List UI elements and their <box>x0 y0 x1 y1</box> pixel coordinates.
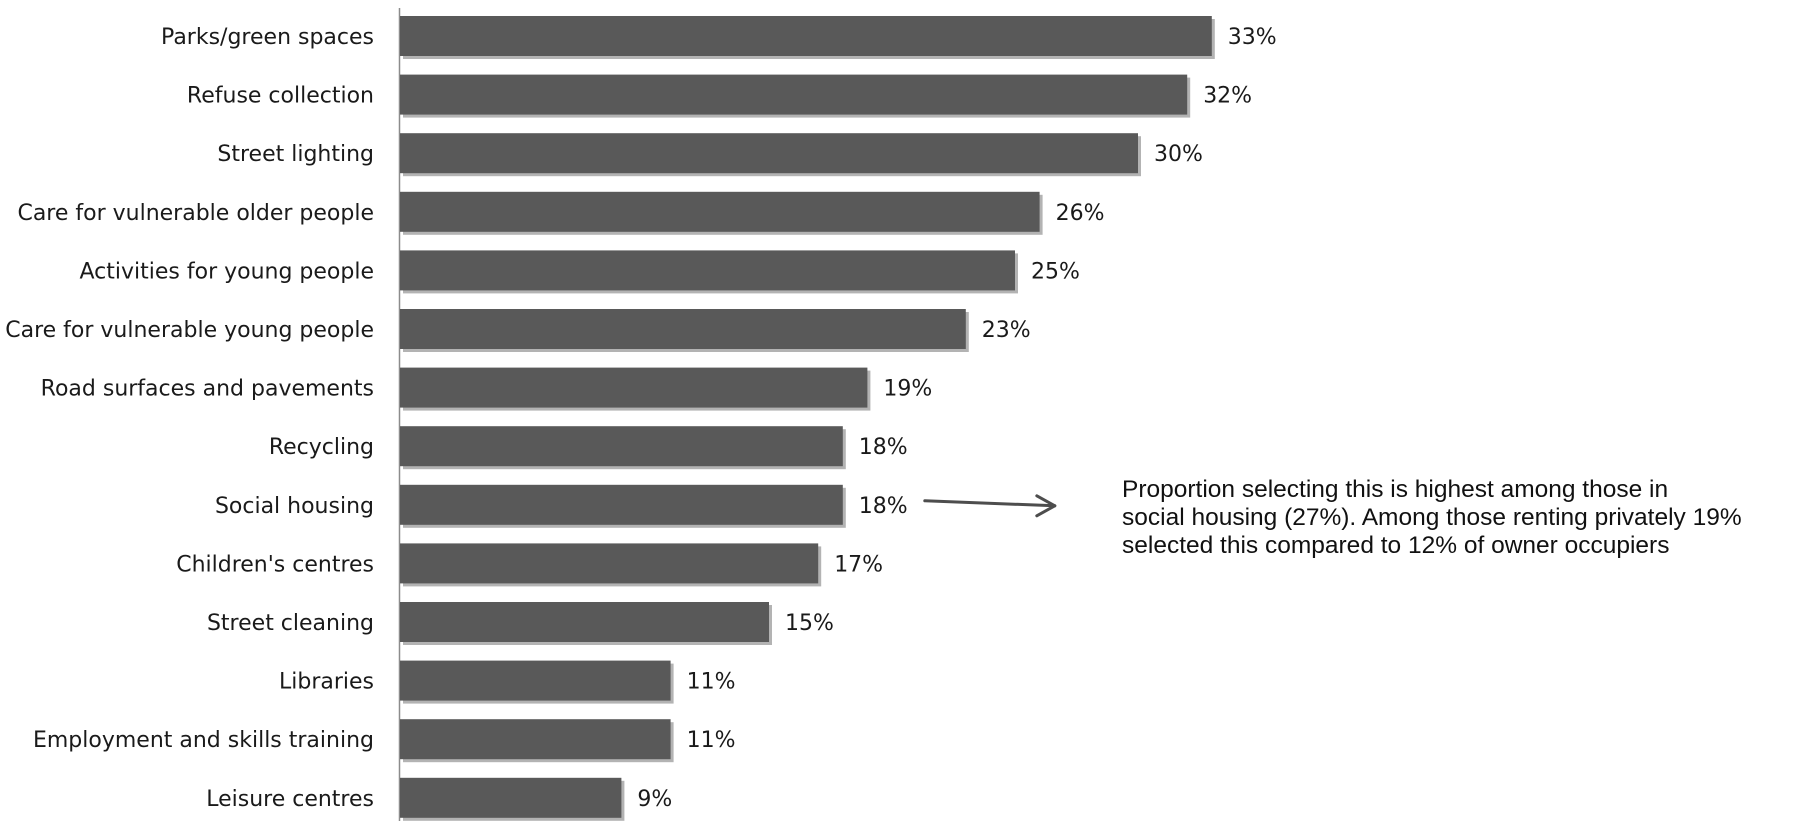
value-label: 23% <box>982 318 1031 343</box>
value-label: 15% <box>785 611 834 636</box>
category-label: Street lighting <box>217 142 374 167</box>
bar <box>400 367 868 408</box>
labels-layer: Parks/green spaces 33% Refuse collection 32… <box>5 25 1276 812</box>
category-label: Care for vulnerable older people <box>17 201 374 226</box>
category-label: Children's centres <box>176 552 374 577</box>
category-label: Parks/green spaces <box>161 25 374 50</box>
value-label: 18% <box>859 435 908 460</box>
bar <box>400 719 671 760</box>
bar <box>400 602 769 642</box>
category-label: Refuse collection <box>187 84 374 109</box>
value-label: 11% <box>687 728 736 753</box>
value-label: 30% <box>1154 142 1203 167</box>
value-label: 33% <box>1228 25 1277 50</box>
annotation-note: Proportion selecting this is highest amo… <box>1122 476 1798 560</box>
category-label: Road surfaces and pavements <box>41 377 374 402</box>
annotation-arrow <box>923 494 1057 518</box>
annotation-line: social housing (27%). Among those rentin… <box>1122 504 1742 531</box>
category-label: Activities for young people <box>80 259 375 284</box>
bar <box>400 543 819 584</box>
bar <box>400 426 843 467</box>
category-label: Street cleaning <box>207 611 374 636</box>
value-label: 32% <box>1203 84 1252 109</box>
bar <box>400 191 1040 232</box>
bar <box>400 484 843 525</box>
value-label: 17% <box>834 552 883 577</box>
bar <box>400 74 1188 115</box>
value-label: 18% <box>859 494 908 519</box>
bar <box>400 660 671 701</box>
value-label: 26% <box>1056 201 1105 226</box>
value-label: 19% <box>883 377 932 402</box>
bars-layer <box>400 16 1215 821</box>
bar <box>400 250 1015 291</box>
bar <box>400 16 1212 56</box>
annotation-line: Proportion selecting this is highest amo… <box>1122 476 1669 503</box>
value-label: 25% <box>1031 259 1080 284</box>
category-label: Recycling <box>269 435 374 460</box>
arrow-shaft <box>923 499 1057 508</box>
category-label: Care for vulnerable young people <box>5 318 374 343</box>
value-label: 11% <box>687 670 736 695</box>
category-label: Social housing <box>215 494 374 519</box>
arrow-head <box>1035 494 1057 518</box>
category-label: Leisure centres <box>206 787 374 812</box>
category-label: Libraries <box>279 670 374 695</box>
bar <box>400 133 1138 174</box>
bar <box>400 309 966 349</box>
bar <box>400 777 622 818</box>
annotation-line: selected this compared to 12% of owner o… <box>1122 532 1670 559</box>
category-label: Employment and skills training <box>33 728 374 753</box>
value-label: 9% <box>637 787 672 812</box>
